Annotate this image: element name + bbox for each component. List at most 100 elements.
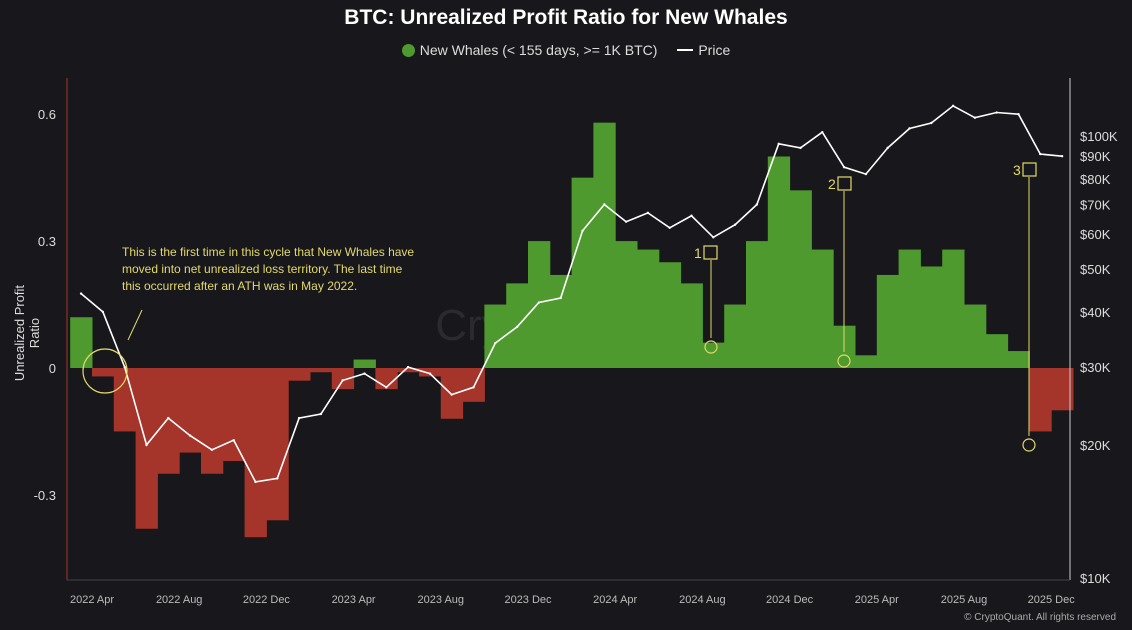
copyright: © CryptoQuant. All rights reserved [964,612,1116,623]
price-point [733,223,737,226]
x-tick-label: 2022 Aug [156,594,203,606]
price-point [1017,113,1020,116]
price-point [995,111,998,114]
marker-circle [837,354,851,368]
bar [593,122,616,368]
bar [201,368,224,474]
bar [288,368,311,381]
y-tick-label: -0.3 [34,488,56,503]
y2-tick-label: $20K [1080,438,1111,453]
bar [222,368,246,462]
price-point [821,130,824,134]
marker-box [837,176,852,191]
annotation-circle [82,348,128,394]
price-point [232,439,235,442]
price-point [79,292,83,295]
marker-circle [704,340,718,354]
price-point [428,372,432,375]
bar [440,368,464,419]
price-point [450,393,453,396]
bar [135,368,158,529]
price-point [406,365,410,369]
y2-tick-label: $10K [1080,571,1111,586]
price-point [123,365,126,369]
bar [615,241,638,368]
price-point [210,448,214,452]
y2-tick-label: $40K [1080,305,1111,320]
marker-label: 1 [694,245,702,261]
bar [331,368,355,390]
price-point [254,480,257,484]
price-point [755,203,759,206]
price-point [646,211,650,215]
y2-tick-label: $90K [1080,149,1111,164]
price-point [930,121,933,125]
price-line [80,104,1063,483]
legend-swatch-new-whales [401,44,415,57]
bar [549,274,573,368]
bar [767,156,791,368]
legend-swatch-price [677,49,694,51]
price-point [1060,155,1064,158]
price-point [842,165,846,169]
price-point [145,443,148,447]
price-point [951,104,955,108]
price-point [537,301,541,304]
bar [1029,368,1052,432]
y-tick-label: 0.6 [38,107,56,122]
bar [70,317,93,368]
x-tick-label: 2023 Dec [504,594,552,606]
bar [353,359,376,368]
marker-box [703,245,718,260]
y2-tick-label: $60K [1080,227,1111,242]
price-point [188,434,192,437]
annotation-arrow [127,309,143,341]
y-tick-label: 0 [49,361,56,376]
bar [702,342,725,368]
y-tick-label: 0.3 [38,234,56,249]
bar [1007,351,1030,368]
price-point [603,203,606,206]
marker-label: 2 [828,176,836,192]
price-point [668,226,671,229]
legend: New Whales (< 155 days, >= 1K BTC) Price [0,42,1132,58]
bar [397,368,420,373]
bar [724,304,747,368]
price-point [624,220,628,223]
y2-tick-label: $70K [1080,197,1111,212]
y2-tick-label: $100K [1080,129,1118,144]
price-point [886,146,889,150]
legend-label-price: Price [698,42,731,58]
bar [571,177,594,368]
price-point [799,146,802,150]
price-point [472,386,475,389]
bar [964,304,987,368]
x-tick-label: 2023 Aug [418,594,465,606]
bar [658,262,682,368]
x-tick-label: 2025 Aug [941,594,988,606]
bar [898,249,921,368]
bar [920,266,943,368]
y2-tick-label: $50K [1080,262,1111,277]
x-tick-label: 2025 Apr [855,594,899,606]
bar [746,241,769,368]
price-point [101,310,105,314]
x-tick-label: 2024 Aug [679,594,726,606]
price-point [973,116,977,119]
x-tick-label: 2023 Apr [332,594,376,606]
bar [266,368,289,521]
price-point [494,341,497,345]
marker-circle [1022,438,1036,452]
price-point [908,127,911,130]
bar [375,368,398,390]
bar [528,241,551,368]
x-tick-label: 2024 Apr [593,594,637,606]
bar [789,190,812,368]
bar [462,368,485,402]
bar [92,368,115,377]
chart-title: BTC: Unrealized Profit Ratio for New Wha… [344,6,788,29]
x-tick-label: 2022 Apr [70,594,114,606]
price-point [515,325,519,329]
bar [985,334,1009,368]
